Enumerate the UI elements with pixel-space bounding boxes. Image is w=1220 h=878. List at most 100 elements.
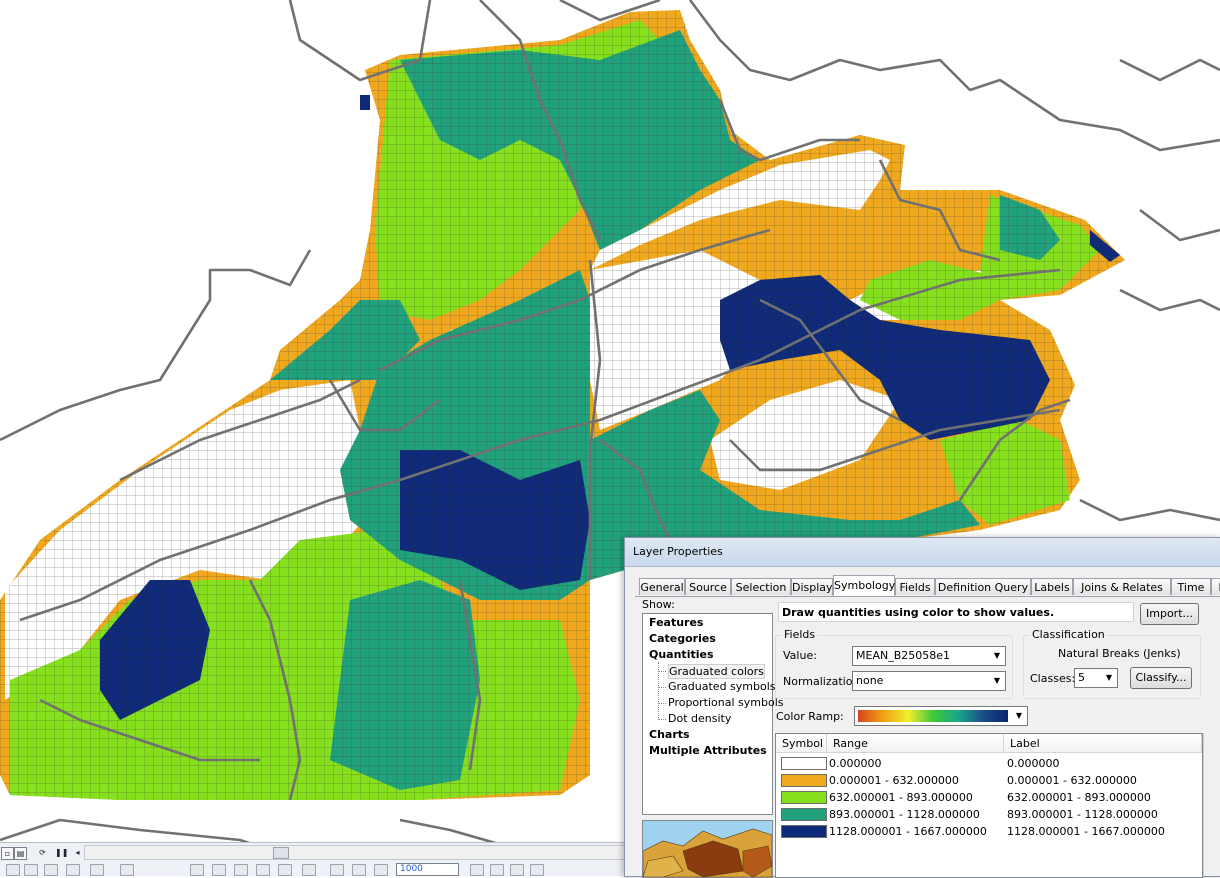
tab-fields[interactable]: Fields xyxy=(895,578,935,595)
tool-icon[interactable] xyxy=(190,864,204,876)
class-table[interactable]: Symbol Range Label 0.000000 0.000000 0.000… xyxy=(775,733,1203,878)
tool-icon[interactable] xyxy=(352,864,366,876)
fields-group: Fields xyxy=(775,628,1013,699)
symbology-headline: Draw quantities using color to show valu… xyxy=(778,602,1134,622)
import-button[interactable]: Import... xyxy=(1140,603,1199,625)
header-symbol[interactable]: Symbol xyxy=(776,734,827,753)
tool-icon[interactable] xyxy=(490,864,504,876)
class-range[interactable]: 632.000001 - 893.000000 xyxy=(829,791,973,804)
table-vertical-scrollbar[interactable] xyxy=(1203,733,1220,876)
value-field-text: MEAN_B25058e1 xyxy=(856,649,950,662)
show-item-graduated-symbols[interactable]: Graduated symbols xyxy=(668,680,776,693)
class-range[interactable]: 1128.000001 - 1667.000000 xyxy=(829,825,987,838)
show-label: Show: xyxy=(642,598,675,611)
class-swatch[interactable] xyxy=(781,791,827,804)
header-label[interactable]: Label xyxy=(1004,734,1202,753)
class-swatch[interactable] xyxy=(781,774,827,787)
tool-icon[interactable] xyxy=(256,864,270,876)
tab-symbology[interactable]: Symbology xyxy=(833,575,895,596)
tab-display[interactable]: Display xyxy=(791,578,833,595)
classes-select[interactable]: 5 ▼ xyxy=(1074,668,1118,688)
zoom-input[interactable]: 1000 xyxy=(396,863,459,876)
point-icon[interactable] xyxy=(90,864,104,876)
scrollbar-thumb[interactable] xyxy=(273,847,289,859)
show-item-charts[interactable]: Charts xyxy=(649,728,690,741)
tab-joins-relates[interactable]: Joins & Relates xyxy=(1073,578,1171,595)
show-item-proportional-symbols[interactable]: Proportional symbols xyxy=(668,696,784,709)
refresh-icon[interactable]: ⟳ xyxy=(39,848,46,857)
tab-labels[interactable]: Labels xyxy=(1031,578,1073,595)
class-swatch[interactable] xyxy=(781,825,827,838)
chevron-down-icon: ▼ xyxy=(1105,673,1113,682)
horizontal-scrollbar[interactable] xyxy=(84,845,626,860)
show-item-graduated-colors[interactable]: Graduated colors xyxy=(668,664,765,679)
tool-icon[interactable] xyxy=(510,864,524,876)
class-range[interactable]: 0.000001 - 632.000000 xyxy=(829,774,959,787)
tool-icon[interactable] xyxy=(374,864,388,876)
draw-icon[interactable] xyxy=(66,864,80,876)
show-item-multiple-attributes[interactable]: Multiple Attributes xyxy=(649,744,767,757)
class-label[interactable]: 893.000001 - 1128.000000 xyxy=(1007,808,1158,821)
boundary-line xyxy=(1079,498,1220,522)
tab-source[interactable]: Source xyxy=(685,578,731,595)
tab-strip: General Source Selection Display Symbology Fi… xyxy=(639,575,1220,597)
pause-icon[interactable]: ❚❚ xyxy=(55,848,69,857)
tab-ht[interactable]: HT xyxy=(1211,578,1220,595)
tab-time[interactable]: Time xyxy=(1171,578,1211,595)
tab-definition-query[interactable]: Definition Query xyxy=(935,578,1031,595)
classification-group-caption: Classification xyxy=(1030,628,1107,641)
class-swatch[interactable] xyxy=(781,757,827,770)
class-swatch[interactable] xyxy=(781,808,827,821)
header-range[interactable]: Range xyxy=(827,734,1004,753)
zone-navy-nw xyxy=(360,95,370,110)
boundary-line xyxy=(729,408,1061,472)
class-range[interactable]: 0.000000 xyxy=(829,757,882,770)
class-range[interactable]: 893.000001 - 1128.000000 xyxy=(829,808,980,821)
boundary-line xyxy=(878,159,1001,262)
class-label[interactable]: 0.000001 - 632.000000 xyxy=(1007,774,1137,787)
tool-icon[interactable] xyxy=(330,864,344,876)
class-label[interactable]: 0.000000 xyxy=(1007,757,1060,770)
scroll-left-icon[interactable]: ◂ xyxy=(75,848,80,857)
tool-icon[interactable] xyxy=(470,864,484,876)
tool-icon[interactable] xyxy=(234,864,248,876)
dialog-titlebar[interactable]: Layer Properties xyxy=(625,538,1220,567)
class-label[interactable]: 1128.000001 - 1667.000000 xyxy=(1007,825,1165,838)
data-view-button[interactable]: ▫ xyxy=(1,847,14,860)
boundary-line xyxy=(39,698,260,762)
value-field-select[interactable]: MEAN_B25058e1 ▼ xyxy=(852,646,1006,666)
tab-selection[interactable]: Selection xyxy=(731,578,791,595)
layout-view-button[interactable]: ▤ xyxy=(14,847,27,860)
boundary-line xyxy=(588,259,602,580)
pan-icon[interactable] xyxy=(6,864,20,876)
boundary-line xyxy=(379,228,771,372)
boundary-line xyxy=(328,379,441,432)
boundary-line xyxy=(559,0,661,22)
classify-button[interactable]: Classify... xyxy=(1130,667,1192,689)
show-item-dot-density[interactable]: Dot density xyxy=(668,712,732,725)
layer-properties-dialog: Layer Properties General Source Selection D… xyxy=(624,537,1220,878)
show-item-quantities[interactable]: Quantities xyxy=(649,648,714,661)
show-item-categories[interactable]: Categories xyxy=(649,632,716,645)
boundary-line xyxy=(458,579,482,771)
zoom-icon[interactable] xyxy=(24,864,38,876)
tree-connector xyxy=(658,671,666,672)
classes-value: 5 xyxy=(1078,671,1085,684)
show-tree[interactable]: Features Categories Quantities Graduated co… xyxy=(642,613,784,815)
boundary-line xyxy=(19,268,1061,622)
tab-general[interactable]: General xyxy=(639,578,685,595)
classification-group: Classification xyxy=(1023,628,1201,699)
boundary-line xyxy=(718,99,860,162)
symbol-preview-image xyxy=(642,820,773,878)
show-item-features[interactable]: Features xyxy=(649,616,704,629)
color-ramp-select[interactable]: ▼ xyxy=(854,706,1028,726)
tool-icon[interactable] xyxy=(530,864,544,876)
normalization-select[interactable]: none ▼ xyxy=(852,671,1006,691)
line-icon[interactable] xyxy=(120,864,134,876)
tool-icon[interactable] xyxy=(212,864,226,876)
pen-icon[interactable] xyxy=(44,864,58,876)
tool-icon[interactable] xyxy=(278,864,292,876)
class-label[interactable]: 632.000001 - 893.000000 xyxy=(1007,791,1151,804)
tool-icon[interactable] xyxy=(302,864,316,876)
